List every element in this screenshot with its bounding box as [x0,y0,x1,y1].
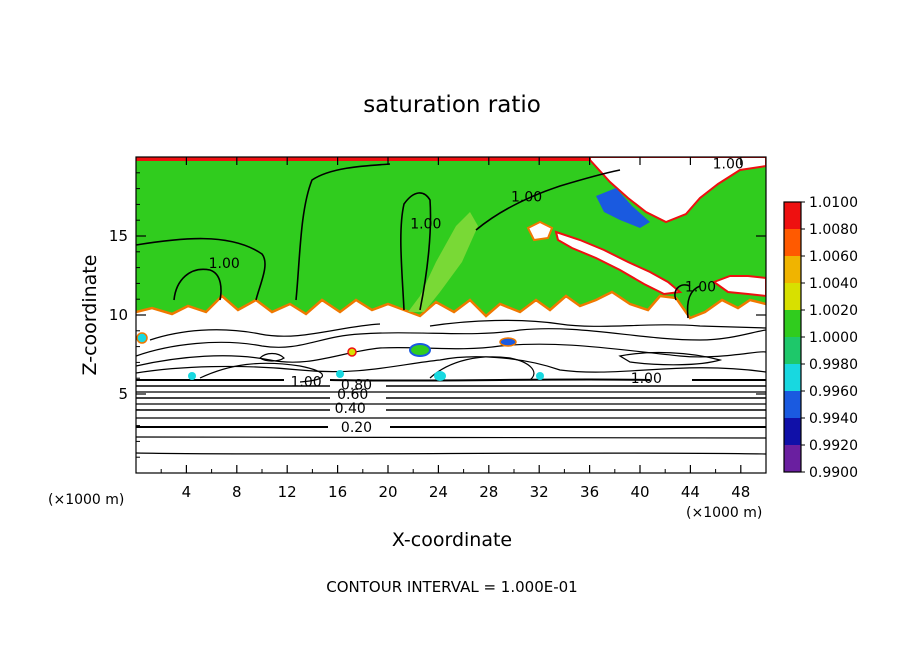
colorbar-swatch [784,283,801,310]
colorbar-tick-label: 0.9900 [809,465,858,481]
lower-spots [136,332,544,381]
colorbar: 0.9900 0.9920 0.9940 0.9960 0.9980 1.0000 1.00… [783,195,858,481]
x-axis-title: X-coordinate [392,529,512,551]
x-tick-label: 48 [731,483,750,501]
y-axis: 5 10 15 [109,172,766,458]
colorbar-tick-label: 1.0100 [809,195,858,211]
x-tick-label: 4 [182,483,192,501]
x-tick-label: 8 [232,483,242,501]
x-unit-label: (×1000 m) [686,505,762,521]
x-axis: 4 8 12 16 20 24 28 32 36 40 44 48 [160,157,750,501]
x-tick-label: 40 [630,483,649,501]
x-tick-label: 24 [429,483,448,501]
top-edge-band [136,157,766,161]
colorbar-tick-label: 1.0080 [809,222,858,238]
contour-lines [136,319,766,455]
colorbar-tick-label: 1.0020 [809,303,858,319]
contour-label: 1.00 [511,190,542,206]
y-tick-label: 10 [109,306,128,324]
colorbar-swatch [784,445,801,472]
colorbar-tick-label: 0.9960 [809,384,858,400]
chart-title: saturation ratio [363,92,541,118]
contour-label: 1.00 [713,156,744,172]
contour-label: 0.60 [337,387,368,403]
colorbar-swatch [784,364,801,391]
colorbar-tick-label: 0.9980 [809,357,858,373]
contour-label: 1.00 [631,371,662,387]
x-tick-label: 20 [378,483,397,501]
contour-label: 0.20 [341,420,372,436]
colorbar-tick-label: 1.0060 [809,249,858,265]
colorbar-swatch [784,310,801,337]
contour-label-layer: 0.20 0.400.600.80 1.00 1.00 1.00 1.00 1.00 1.00… [209,156,744,436]
contour-label: 0.80 [341,378,372,394]
plot-area [135,156,767,474]
dry-patches [526,157,766,298]
colorbar-swatch [784,337,801,364]
colorbar-swatch [784,391,801,418]
upper-contours [136,163,701,319]
contour-label: 1.00 [209,256,240,272]
y-tick-label: 15 [109,227,128,245]
colorbar-swatch [784,202,801,229]
z-unit-label: (×1000 m) [48,492,124,508]
colorbar-swatch [784,229,801,256]
y-tick-label: 5 [118,385,128,403]
colorbar-swatch [784,256,801,283]
contour-label: 1.00 [410,216,441,232]
x-tick-label: 16 [328,483,347,501]
x-tick-label: 28 [479,483,498,501]
x-tick-label: 12 [278,483,297,501]
colorbar-tick-label: 0.9920 [809,438,858,454]
colorbar-swatch [784,418,801,445]
y-axis-title: Z-coordinate [79,255,101,376]
colorbar-tick-label: 1.0040 [809,276,858,292]
contour-label: 1.00 [685,280,716,296]
saturated-region-edge [136,290,766,320]
plume-region [408,212,478,312]
colorbar-tick-label: 0.9940 [809,411,858,427]
contour-interval-note: CONTOUR INTERVAL = 1.000E-01 [326,578,577,596]
x-tick-label: 32 [530,483,549,501]
contour-label: 1.00 [291,374,322,390]
x-tick-label: 36 [580,483,599,501]
contour-label: 0.40 [335,401,366,417]
x-tick-label: 44 [681,483,700,501]
colorbar-tick-label: 1.0000 [809,330,858,346]
